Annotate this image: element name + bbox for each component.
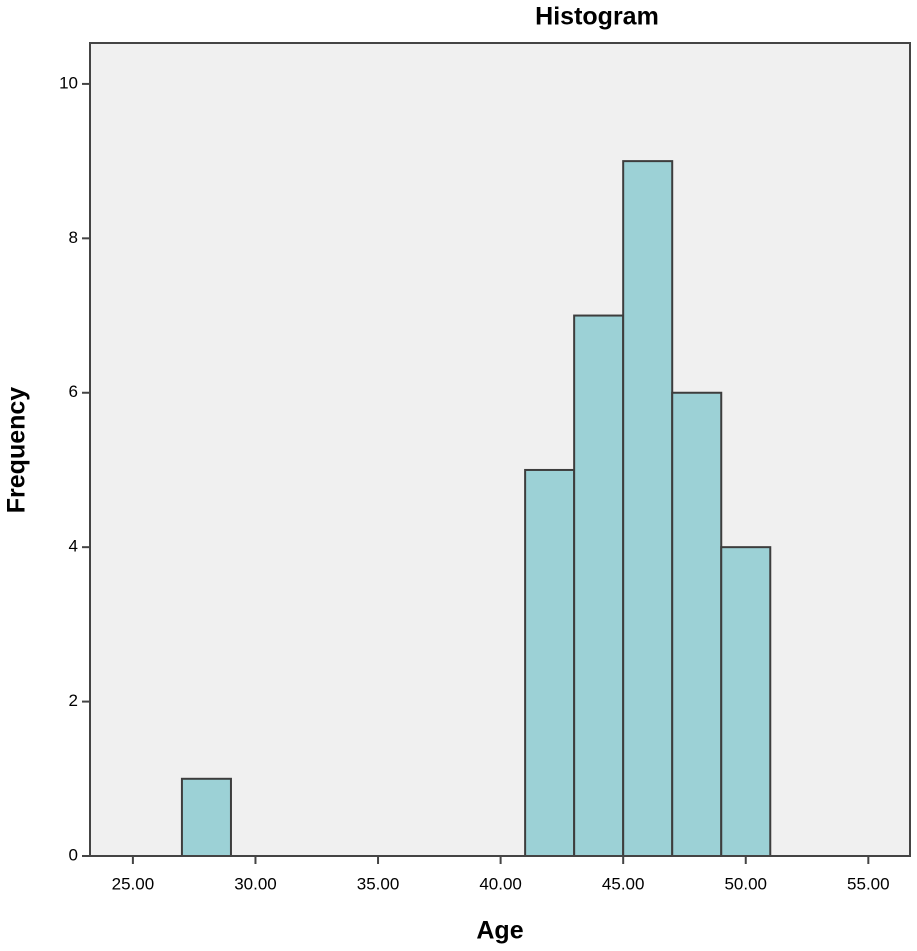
x-tick-label: 40.00 bbox=[479, 874, 522, 893]
chart-title: Histogram bbox=[535, 3, 659, 31]
bar bbox=[180, 777, 232, 857]
x-tick-label: 55.00 bbox=[847, 874, 890, 893]
x-tick-label: 45.00 bbox=[602, 874, 645, 893]
x-tick-label: 25.00 bbox=[112, 874, 155, 893]
y-tick-label: 0 bbox=[69, 845, 78, 864]
bar bbox=[671, 391, 723, 857]
y-axis-title: Frequency bbox=[3, 387, 31, 514]
y-tick-label: 2 bbox=[69, 691, 78, 710]
bar bbox=[524, 468, 576, 857]
bar bbox=[622, 160, 674, 857]
x-tick-label: 30.00 bbox=[234, 874, 277, 893]
x-tick-label: 35.00 bbox=[357, 874, 400, 893]
x-tick-label: 50.00 bbox=[724, 874, 767, 893]
y-tick-label: 8 bbox=[69, 228, 78, 247]
bar bbox=[573, 314, 625, 857]
plot-area bbox=[89, 42, 911, 857]
y-tick-label: 6 bbox=[69, 382, 78, 401]
x-axis-title: Age bbox=[476, 917, 523, 945]
y-tick-label: 10 bbox=[59, 73, 78, 92]
bar bbox=[720, 546, 772, 857]
y-tick-label: 4 bbox=[69, 537, 78, 556]
